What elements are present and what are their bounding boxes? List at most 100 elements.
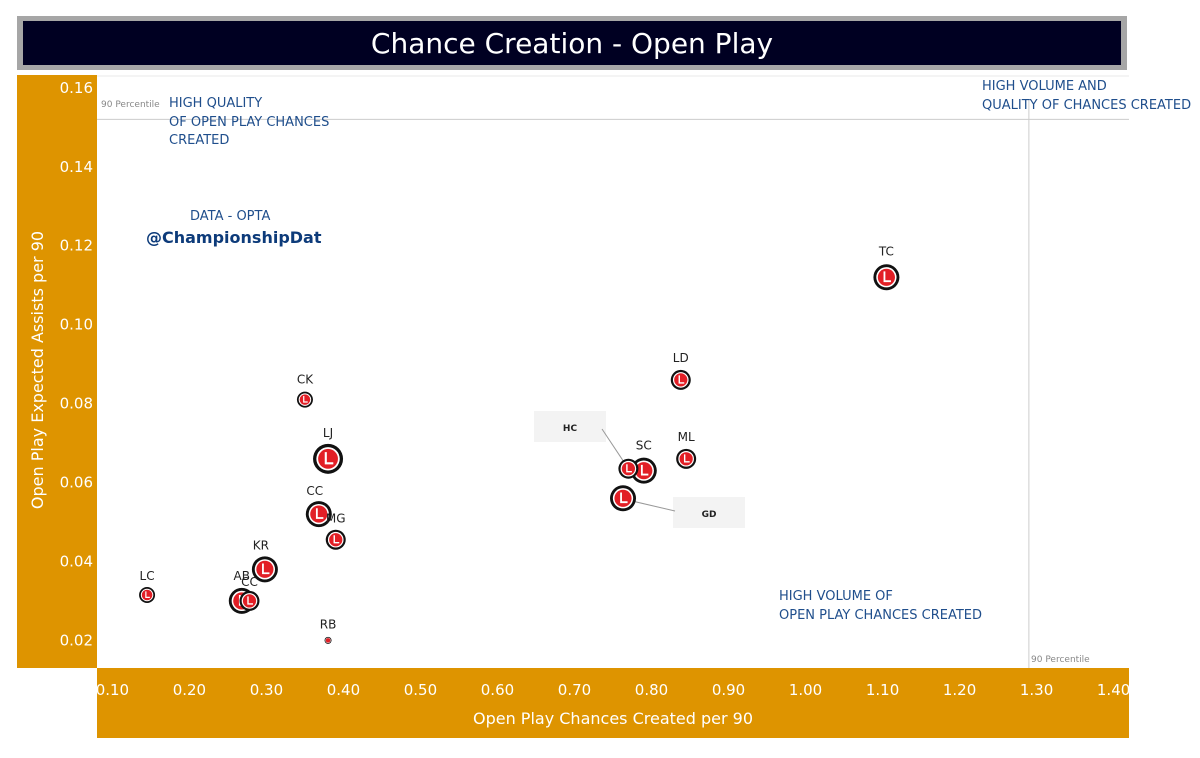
crest-sword bbox=[678, 375, 685, 384]
crest-center bbox=[614, 489, 632, 507]
crest-sword bbox=[247, 596, 253, 605]
data-point: MG bbox=[325, 512, 346, 550]
x-tick-label: 0.10 bbox=[96, 681, 129, 699]
point-label: AB bbox=[234, 569, 250, 583]
x-tick-labels: 0.10 0.20 0.30 0.40 0.50 0.60 0.70 0.80 0.90 1.00… bbox=[96, 681, 1131, 699]
crest-sword bbox=[303, 396, 308, 403]
data-point: LJ bbox=[313, 426, 344, 474]
crest-sword bbox=[145, 591, 150, 598]
crest-center bbox=[256, 560, 274, 578]
x-axis-title: Open Play Chances Created per 90 bbox=[473, 709, 753, 728]
callout-box: GD bbox=[628, 497, 745, 528]
crest-center bbox=[877, 268, 895, 286]
y-tick-labels: 0.02 0.04 0.06 0.08 0.10 0.12 0.14 0.16 bbox=[60, 79, 93, 650]
point-label: LJ bbox=[323, 426, 333, 440]
x-tick-label: 0.70 bbox=[558, 681, 591, 699]
annotation-top-left-2: OF OPEN PLAY CHANCES bbox=[169, 115, 329, 130]
x-axis-band bbox=[97, 668, 1129, 738]
annotation-top-right-1: HIGH VOLUME AND bbox=[982, 79, 1107, 94]
point-label: SC bbox=[636, 439, 652, 453]
data-point bbox=[618, 458, 639, 479]
point-label: LC bbox=[140, 569, 155, 583]
data-point: CC bbox=[305, 484, 332, 528]
x-tick-label: 0.20 bbox=[173, 681, 206, 699]
point-label: TC bbox=[878, 244, 894, 258]
x-tick-label: 0.80 bbox=[635, 681, 668, 699]
point-label: CK bbox=[297, 373, 314, 387]
point-label: RB bbox=[320, 617, 337, 631]
crest-center bbox=[679, 452, 693, 466]
crest-sword bbox=[315, 508, 324, 519]
x-tick-label: 0.30 bbox=[250, 681, 283, 699]
callout-leader bbox=[601, 428, 625, 463]
annotation-top-right-2: QUALITY OF CHANCES CREATED bbox=[982, 98, 1191, 113]
point-label: ML bbox=[678, 430, 695, 444]
y-percentile-label: 90 Percentile bbox=[101, 100, 160, 110]
point-label: KR bbox=[253, 538, 269, 552]
crest-sword bbox=[640, 464, 649, 476]
crest-center bbox=[242, 594, 257, 608]
x-tick-label: 0.50 bbox=[404, 681, 437, 699]
crest-sword bbox=[262, 563, 270, 575]
x-tick-label: 1.40 bbox=[1097, 681, 1130, 699]
point-label: CC bbox=[306, 484, 323, 498]
crest-center bbox=[325, 638, 331, 643]
y-axis-band bbox=[17, 75, 97, 668]
data-point bbox=[610, 485, 637, 512]
data-point: LD bbox=[670, 351, 691, 390]
data-point: RB bbox=[320, 617, 337, 644]
x-tick-label: 1.20 bbox=[943, 681, 976, 699]
annotation-bottom-right-2: OPEN PLAY CHANCES CREATED bbox=[779, 608, 982, 623]
y-tick-label: 0.04 bbox=[60, 552, 93, 570]
crest-sword bbox=[883, 271, 891, 283]
crest-center bbox=[621, 462, 636, 476]
annotation-top-left-3: CREATED bbox=[169, 133, 229, 148]
y-tick-label: 0.02 bbox=[60, 631, 93, 649]
data-point: TC bbox=[873, 244, 900, 291]
y-axis-title: Open Play Expected Assists per 90 bbox=[28, 231, 47, 509]
data-point: ML bbox=[676, 430, 697, 469]
data-point: CK bbox=[297, 373, 314, 408]
crest-center bbox=[318, 448, 338, 469]
y-tick-label: 0.08 bbox=[60, 395, 93, 413]
crest-sword bbox=[620, 492, 628, 504]
annotation-bottom-right-1: HIGH VOLUME OF bbox=[779, 589, 893, 604]
x-tick-label: 1.00 bbox=[789, 681, 822, 699]
x-percentile-label: 90 Percentile bbox=[1031, 655, 1090, 665]
crest-sword bbox=[333, 535, 340, 544]
callout-box: HC bbox=[534, 411, 625, 463]
crest-center bbox=[299, 394, 311, 405]
crest-sword bbox=[683, 454, 690, 463]
annotation-top-left-1: HIGH QUALITY bbox=[169, 96, 262, 111]
x-tick-label: 0.60 bbox=[481, 681, 514, 699]
crest-sword bbox=[324, 452, 334, 465]
crest-center bbox=[310, 505, 328, 523]
y-tick-label: 0.12 bbox=[60, 237, 93, 255]
data-point: CC bbox=[239, 575, 260, 611]
point-label: HC bbox=[563, 424, 578, 434]
callout-bg bbox=[534, 411, 606, 442]
title-bar: Chance Creation - Open Play bbox=[17, 16, 1127, 70]
crest-center bbox=[141, 589, 153, 601]
callouts: HC GD bbox=[534, 411, 745, 528]
point-label: GD bbox=[702, 510, 717, 520]
x-tick-label: 1.30 bbox=[1020, 681, 1053, 699]
point-label: CC bbox=[241, 575, 258, 589]
data-point: KR bbox=[251, 538, 278, 583]
crest-center bbox=[674, 373, 688, 387]
point-label: LD bbox=[673, 351, 689, 365]
data-point: LC bbox=[139, 569, 156, 603]
y-tick-label: 0.06 bbox=[60, 474, 93, 492]
data-source-label: DATA - OPTA bbox=[190, 209, 270, 224]
y-tick-label: 0.16 bbox=[60, 79, 93, 97]
x-tick-label: 0.90 bbox=[712, 681, 745, 699]
crest-center bbox=[329, 533, 343, 547]
x-tick-label: 1.10 bbox=[866, 681, 899, 699]
point-label: MG bbox=[326, 512, 346, 526]
callout-bg bbox=[673, 497, 745, 528]
y-tick-label: 0.14 bbox=[60, 158, 93, 176]
callout-leader bbox=[628, 499, 676, 512]
crest-sword bbox=[626, 464, 632, 473]
